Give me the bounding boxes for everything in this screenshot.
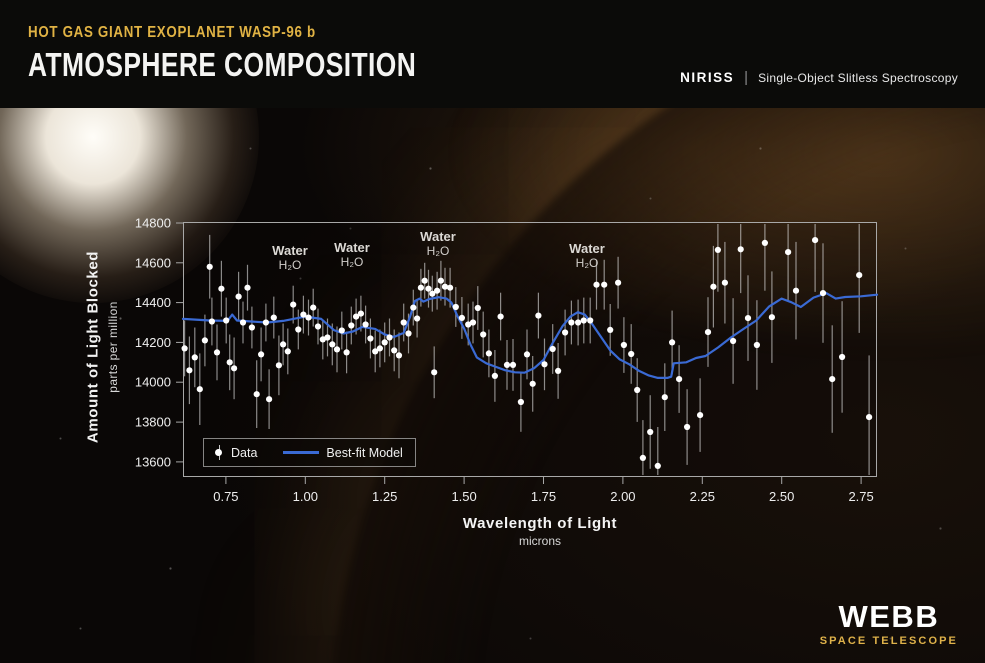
svg-text:Water: Water xyxy=(569,241,605,256)
data-point-marker xyxy=(214,444,224,461)
instrument-mode: Single-Object Slitless Spectroscopy xyxy=(758,70,958,85)
instrument-name: NIRISS xyxy=(680,70,735,85)
model-line-glyph xyxy=(283,451,320,454)
svg-text:Water: Water xyxy=(420,229,456,244)
kicker-title: HOT GAS GIANT EXOPLANET WASP-96 b xyxy=(28,24,316,41)
page-title: ATMOSPHERE COMPOSITION xyxy=(28,46,417,83)
svg-text:2.25: 2.25 xyxy=(690,489,715,504)
instrument-separator: | xyxy=(744,69,749,86)
svg-text:14600: 14600 xyxy=(135,255,171,270)
title-block: HOT GAS GIANT EXOPLANET WASP-96 b ATMOSP… xyxy=(28,24,513,84)
svg-text:14800: 14800 xyxy=(135,216,171,231)
legend-data-label: Data xyxy=(231,445,258,460)
spectrum-plot: 14800 14600 14400 14200 14000 13800 13600 0.75 1… xyxy=(135,216,879,504)
x-axis-unit: microns xyxy=(518,534,562,548)
header: HOT GAS GIANT EXOPLANET WASP-96 b ATMOSP… xyxy=(0,0,985,108)
svg-text:14200: 14200 xyxy=(135,335,171,350)
svg-text:0.75: 0.75 xyxy=(213,489,238,504)
svg-text:14000: 14000 xyxy=(135,375,171,390)
svg-text:1.00: 1.00 xyxy=(293,489,318,504)
svg-text:13800: 13800 xyxy=(135,415,171,430)
svg-text:H₂O: H₂O xyxy=(427,244,450,258)
svg-text:H₂O: H₂O xyxy=(279,258,302,272)
svg-text:1.75: 1.75 xyxy=(531,489,556,504)
svg-text:Water: Water xyxy=(334,240,370,255)
svg-text:H₂O: H₂O xyxy=(341,255,364,269)
svg-text:2.00: 2.00 xyxy=(610,489,635,504)
svg-text:2.75: 2.75 xyxy=(848,489,873,504)
svg-text:14400: 14400 xyxy=(135,295,171,310)
svg-text:Water: Water xyxy=(272,243,308,258)
webb-logo-name: WEBB xyxy=(838,599,940,634)
svg-text:1.50: 1.50 xyxy=(451,489,476,504)
y-axis-unit: parts per million xyxy=(106,301,120,393)
instrument-block: NIRISS | Single-Object Slitless Spectros… xyxy=(680,69,958,86)
svg-text:2.50: 2.50 xyxy=(769,489,794,504)
x-axis-title: Wavelength of Light xyxy=(462,515,618,532)
legend-model-label: Best-fit Model xyxy=(326,445,403,460)
svg-text:H₂O: H₂O xyxy=(576,256,599,270)
webb-logo-subtitle: SPACE TELESCOPE xyxy=(819,635,958,647)
legend: Data Best-fit Model xyxy=(203,438,416,467)
background-stars xyxy=(0,108,1,109)
space-scene: Amount of Light Blocked parts per millio… xyxy=(0,108,985,663)
svg-text:13600: 13600 xyxy=(135,454,171,469)
webb-logo: WEBB SPACE TELESCOPE xyxy=(820,601,958,647)
y-axis-title: Amount of Light Blocked xyxy=(84,250,102,444)
data-dot-glyph xyxy=(215,449,222,456)
svg-text:1.25: 1.25 xyxy=(372,489,397,504)
